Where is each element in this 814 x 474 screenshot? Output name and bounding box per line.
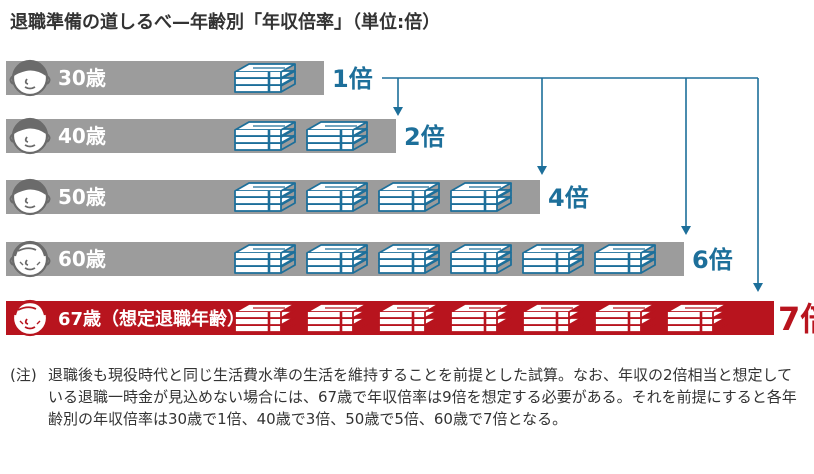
category-label: 60歳: [58, 247, 106, 271]
money-stack-icon: [234, 121, 296, 151]
money-stack-icon: [234, 303, 296, 333]
money-stack-icon: [522, 244, 584, 274]
money-stack-icon: [378, 244, 440, 274]
value-label: 6倍: [692, 246, 733, 274]
money-stack-icon: [666, 303, 728, 333]
money-stack-icon: [450, 244, 512, 274]
money-stack-icon: [594, 244, 656, 274]
value-label: 7倍: [778, 300, 814, 338]
money-stack-icon: [306, 182, 368, 212]
category-label: 40歳: [58, 124, 106, 148]
money-stack-icon: [306, 303, 368, 333]
bar-chart: 30歳 1倍 40歳 2倍 50歳 4倍 60歳 6倍 67歳（想定退職年齢） 7倍: [6, 59, 814, 338]
category-label: 50歳: [58, 185, 106, 209]
person-face-icon: [9, 299, 51, 337]
money-stack-icon: [234, 182, 296, 212]
down-arrow-icon: [393, 78, 403, 116]
money-stack-icon: [378, 303, 440, 333]
money-stack-icon: [594, 303, 656, 333]
value-label: 2倍: [404, 123, 445, 151]
bar-row: 67歳（想定退職年齢） 7倍: [6, 299, 814, 338]
down-arrow-icon: [753, 78, 763, 292]
money-stack-icon: [234, 244, 296, 274]
person-face-icon: [9, 59, 51, 97]
money-stack-icon: [450, 182, 512, 212]
bar-rows: 30歳 1倍 40歳 2倍 50歳 4倍 60歳 6倍 67歳（想定退職年齢） 7倍: [6, 59, 814, 338]
footnote-text: 退職後も現役時代と同じ生活費水準の生活を維持することを前提とした試算。なお、年収…: [48, 366, 797, 428]
arrow-connectors: [382, 77, 763, 292]
down-arrow-icon: [681, 78, 691, 235]
money-stack-icon: [378, 182, 440, 212]
money-stack-icon: [306, 244, 368, 274]
category-label: 67歳（想定退職年齢）: [58, 308, 245, 330]
footnote: (注) 退職後も現役時代と同じ生活費水準の生活を維持することを前提とした試算。な…: [10, 364, 800, 430]
person-face-icon: [9, 117, 51, 155]
bar-row: 50歳 4倍: [6, 178, 589, 216]
category-label: 30歳: [58, 66, 106, 90]
footnote-marker: (注): [10, 366, 37, 384]
money-stack-icon: [306, 121, 368, 151]
chart-title: 退職準備の道しるべ—年齢別「年収倍率」（単位:倍）: [10, 12, 441, 33]
bar-row: 40歳 2倍: [6, 117, 445, 155]
value-label: 4倍: [548, 184, 589, 212]
value-label: 1倍: [332, 65, 373, 93]
down-arrow-icon: [537, 78, 547, 175]
person-face-icon: [9, 240, 51, 278]
money-stack-icon: [450, 303, 512, 333]
bar-row: 30歳 1倍: [6, 59, 373, 97]
money-stack-icon: [234, 63, 296, 93]
bar-row: 60歳 6倍: [6, 240, 733, 278]
money-stack-icon: [522, 303, 584, 333]
person-face-icon: [9, 178, 51, 216]
